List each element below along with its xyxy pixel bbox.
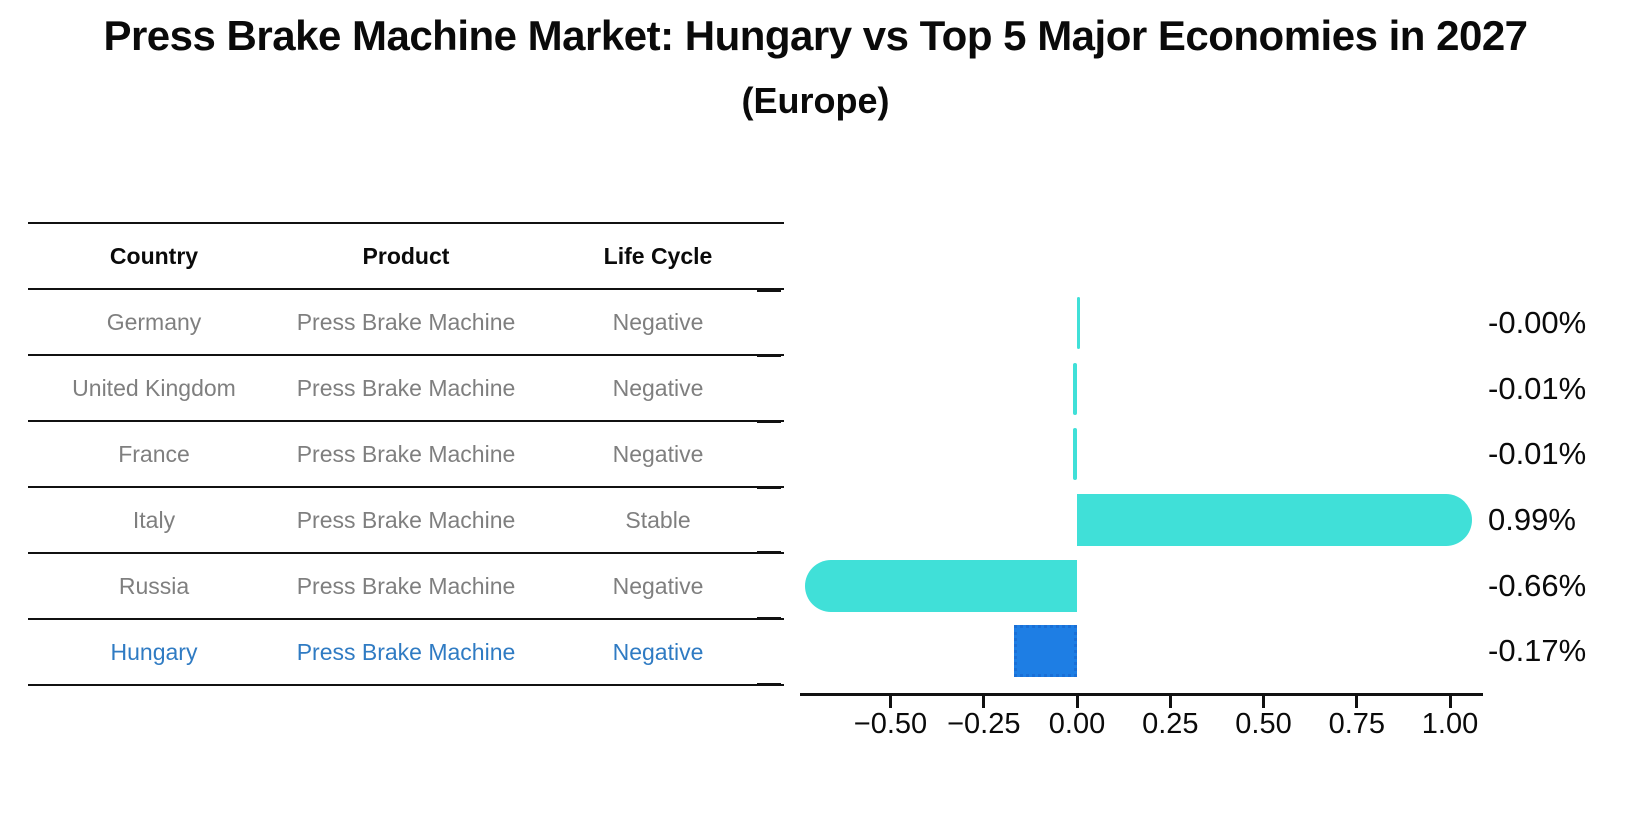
x-axis-tick-label: 1.00 xyxy=(1421,708,1479,740)
x-axis-tick xyxy=(1355,696,1359,708)
table-cell-country: Germany xyxy=(106,308,202,335)
bar-russia xyxy=(804,559,1077,612)
y-axis-tick xyxy=(757,682,781,686)
table-cell-lifecycle: Negative xyxy=(612,374,704,401)
table-cell-country: France xyxy=(118,440,190,467)
table-cell-product: Press Brake Machine xyxy=(296,308,516,335)
table-cell-lifecycle: Negative xyxy=(612,440,704,467)
x-axis-tick-label: 0.50 xyxy=(1235,708,1292,740)
table-cell-product: Press Brake Machine xyxy=(296,374,516,401)
table-cell-lifecycle: Stable xyxy=(625,506,691,533)
table-cell-country: Hungary xyxy=(110,638,198,665)
bar-value-label: -0.01% xyxy=(1488,370,1587,406)
bar-highlight-hungary xyxy=(1013,625,1077,678)
x-axis-tick xyxy=(1168,696,1172,708)
table-body: Germany Press Brake Machine Negative United… xyxy=(28,290,784,686)
x-axis-tick-label: −0.25 xyxy=(947,708,1021,740)
x-axis-tick-label: −0.50 xyxy=(853,708,928,740)
y-axis-tick xyxy=(757,617,781,620)
table-row: France Press Brake Machine Negative xyxy=(28,422,784,488)
bar-value-label: 0.99% xyxy=(1488,502,1576,537)
y-axis-tick xyxy=(757,419,781,423)
table-cell-lifecycle: Negative xyxy=(612,638,704,665)
table-cell-product: Press Brake Machine xyxy=(296,440,516,467)
table-row: Russia Press Brake Machine Negative xyxy=(28,554,784,620)
x-axis-tick-label: 0.25 xyxy=(1142,708,1199,740)
y-axis-tick xyxy=(757,354,781,358)
x-axis-tick xyxy=(889,696,892,708)
x-axis-tick xyxy=(1448,696,1452,708)
bar-value-label: -0.17% xyxy=(1488,633,1587,669)
table-cell-product: Press Brake Machine xyxy=(296,506,516,533)
table-header-product: Product xyxy=(362,242,450,269)
bar-united-kingdom xyxy=(1073,362,1077,415)
country-table: Country Product Life Cycle Germany Press … xyxy=(28,222,784,686)
bar-germany xyxy=(1077,296,1080,349)
table-cell-country: United Kingdom xyxy=(72,374,236,401)
x-axis-tick-label: 0.75 xyxy=(1328,708,1386,740)
table-cell-product: Press Brake Machine xyxy=(296,638,516,665)
table-header-row: Country Product Life Cycle xyxy=(28,224,784,290)
x-axis-tick xyxy=(1075,696,1079,708)
bar-value-label: -0.66% xyxy=(1488,567,1587,603)
table-cell-country: Italy xyxy=(132,506,176,533)
bar-france xyxy=(1073,428,1077,481)
x-axis-tick xyxy=(982,696,986,708)
table-row: Germany Press Brake Machine Negative xyxy=(28,290,784,356)
y-axis-tick xyxy=(757,551,781,555)
table-header-lifecycle: Life Cycle xyxy=(603,242,713,269)
x-axis-tick-label: 0.00 xyxy=(1048,708,1106,740)
x-axis-tick xyxy=(1262,696,1265,708)
table-cell-country: Russia xyxy=(118,572,190,599)
bar-value-label: -0.00% xyxy=(1488,304,1587,340)
table-cell-lifecycle: Negative xyxy=(612,308,704,335)
table-row: United Kingdom Press Brake Machine Negativ… xyxy=(28,356,784,422)
table-cell-lifecycle: Negative xyxy=(612,572,704,599)
table-row: Hungary Press Brake Machine Negative xyxy=(28,620,784,686)
chart-subtitle: (Europe) xyxy=(741,80,890,121)
bar-value-label: -0.01% xyxy=(1488,436,1587,472)
chart-title: Press Brake Machine Market: Hungary vs T… xyxy=(103,12,1528,59)
table-row: Italy Press Brake Machine Stable xyxy=(28,488,784,554)
y-axis-tick xyxy=(757,288,781,292)
y-axis-tick xyxy=(757,485,781,489)
bar-italy xyxy=(1077,494,1473,546)
x-axis-line xyxy=(800,693,1483,696)
table-header-country: Country xyxy=(109,242,199,269)
table-cell-product: Press Brake Machine xyxy=(296,572,516,599)
